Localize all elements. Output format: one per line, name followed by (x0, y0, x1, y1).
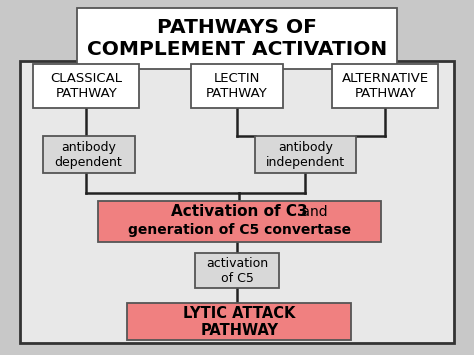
FancyBboxPatch shape (191, 64, 283, 108)
FancyBboxPatch shape (33, 64, 139, 108)
FancyBboxPatch shape (43, 136, 135, 173)
Text: generation of C5 convertase: generation of C5 convertase (128, 223, 351, 237)
FancyBboxPatch shape (128, 304, 351, 340)
Text: LYTIC ATTACK
PATHWAY: LYTIC ATTACK PATHWAY (183, 306, 296, 338)
FancyBboxPatch shape (332, 64, 438, 108)
Text: PATHWAYS OF
COMPLEMENT ACTIVATION: PATHWAYS OF COMPLEMENT ACTIVATION (87, 18, 387, 59)
Text: Activation of C3: Activation of C3 (171, 204, 308, 219)
Text: antibody
independent: antibody independent (266, 141, 345, 169)
FancyBboxPatch shape (98, 201, 381, 242)
FancyBboxPatch shape (195, 253, 279, 289)
Text: ALTERNATIVE
PATHWAY: ALTERNATIVE PATHWAY (342, 72, 429, 100)
Text: and: and (297, 205, 328, 219)
Text: antibody
dependent: antibody dependent (55, 141, 122, 169)
Text: LECTIN
PATHWAY: LECTIN PATHWAY (206, 72, 268, 100)
Text: activation
of C5: activation of C5 (206, 257, 268, 285)
Text: CLASSICAL
PATHWAY: CLASSICAL PATHWAY (50, 72, 122, 100)
FancyBboxPatch shape (77, 7, 397, 69)
FancyBboxPatch shape (20, 61, 454, 343)
FancyBboxPatch shape (255, 136, 356, 173)
